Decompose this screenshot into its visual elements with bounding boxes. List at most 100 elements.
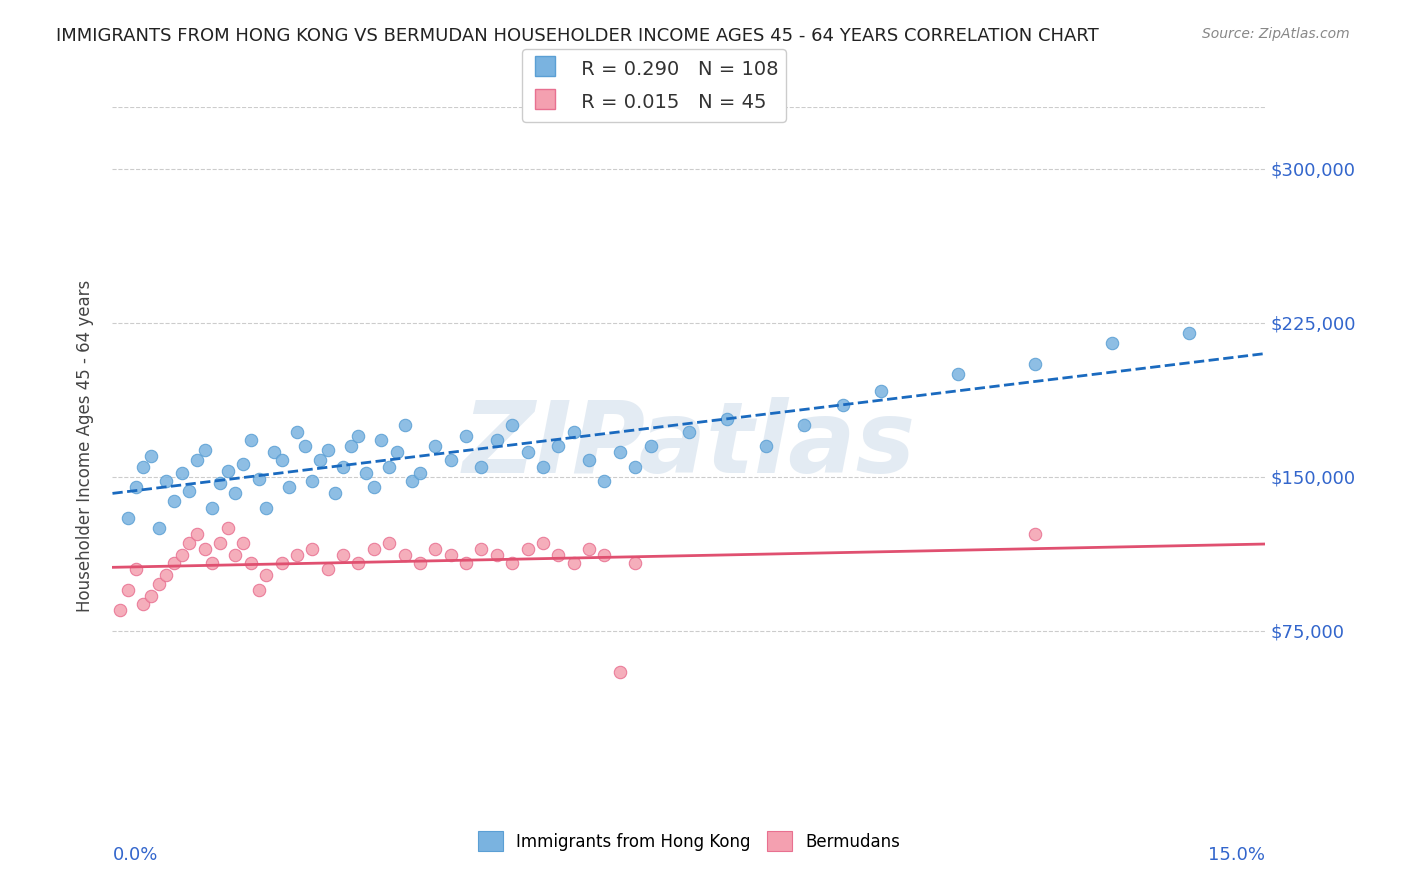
Point xyxy=(578,453,600,467)
Point xyxy=(547,548,569,562)
Point xyxy=(316,443,339,458)
Point xyxy=(562,425,585,439)
Point xyxy=(309,453,332,467)
Point xyxy=(108,603,131,617)
Point xyxy=(394,418,416,433)
Point xyxy=(217,464,239,478)
Point xyxy=(516,541,538,556)
Text: Source: ZipAtlas.com: Source: ZipAtlas.com xyxy=(1202,27,1350,41)
Point xyxy=(425,541,447,556)
Point xyxy=(454,556,477,570)
Point xyxy=(217,521,239,535)
Point xyxy=(578,541,600,556)
Point xyxy=(316,562,339,576)
Point xyxy=(401,474,423,488)
Point xyxy=(117,582,139,597)
Point xyxy=(224,486,246,500)
Point xyxy=(385,445,408,459)
Point xyxy=(609,445,631,459)
Point xyxy=(363,541,385,556)
Point xyxy=(270,453,292,467)
Legend: Immigrants from Hong Kong, Bermudans: Immigrants from Hong Kong, Bermudans xyxy=(471,824,907,858)
Point xyxy=(440,453,463,467)
Point xyxy=(640,439,662,453)
Point xyxy=(485,548,508,562)
Point xyxy=(201,556,224,570)
Point xyxy=(593,548,616,562)
Point xyxy=(194,541,217,556)
Point xyxy=(239,433,262,447)
Point xyxy=(124,480,146,494)
Point xyxy=(831,398,853,412)
Point xyxy=(139,450,162,464)
Point xyxy=(440,548,463,562)
Point xyxy=(139,589,162,603)
Point xyxy=(239,556,262,570)
Point xyxy=(793,418,815,433)
Point xyxy=(301,541,323,556)
Point xyxy=(516,445,538,459)
Point xyxy=(209,535,232,549)
Point xyxy=(163,494,186,508)
Point xyxy=(247,472,270,486)
Point xyxy=(531,459,554,474)
Point xyxy=(148,521,170,535)
Point xyxy=(562,556,585,570)
Point xyxy=(194,443,217,458)
Point xyxy=(163,556,186,570)
Point xyxy=(470,541,492,556)
Point xyxy=(254,500,277,515)
Point xyxy=(270,556,292,570)
Point xyxy=(678,425,700,439)
Point xyxy=(378,535,401,549)
Point xyxy=(285,548,308,562)
Point xyxy=(332,459,354,474)
Point xyxy=(254,568,277,582)
Point xyxy=(332,548,354,562)
Point xyxy=(1024,527,1046,541)
Point xyxy=(1024,357,1046,371)
Point xyxy=(946,367,969,381)
Point xyxy=(1177,326,1199,340)
Point xyxy=(501,556,523,570)
Point xyxy=(501,418,523,433)
Point xyxy=(186,527,208,541)
Point xyxy=(132,459,155,474)
Point xyxy=(278,480,301,494)
Point xyxy=(285,425,308,439)
Point xyxy=(325,486,347,500)
Point xyxy=(354,466,377,480)
Point xyxy=(547,439,569,453)
Point xyxy=(247,582,270,597)
Point xyxy=(378,459,401,474)
Point xyxy=(179,484,201,499)
Text: 15.0%: 15.0% xyxy=(1208,846,1265,864)
Point xyxy=(232,458,254,472)
Point xyxy=(170,548,193,562)
Point xyxy=(363,480,385,494)
Point xyxy=(454,428,477,442)
Point xyxy=(132,597,155,611)
Point xyxy=(347,428,370,442)
Y-axis label: Householder Income Ages 45 - 64 years: Householder Income Ages 45 - 64 years xyxy=(76,280,94,612)
Point xyxy=(117,511,139,525)
Point xyxy=(1101,336,1123,351)
Point xyxy=(224,548,246,562)
Point xyxy=(624,556,647,570)
Point xyxy=(609,665,631,679)
Point xyxy=(294,439,316,453)
Point xyxy=(624,459,647,474)
Point xyxy=(124,562,146,576)
Point xyxy=(209,475,232,490)
Point xyxy=(409,556,432,570)
Point xyxy=(155,474,177,488)
Text: 0.0%: 0.0% xyxy=(112,846,157,864)
Point xyxy=(179,535,201,549)
Point xyxy=(485,433,508,447)
Point xyxy=(201,500,224,515)
Point xyxy=(148,576,170,591)
Point xyxy=(186,453,208,467)
Point xyxy=(347,556,370,570)
Point xyxy=(409,466,432,480)
Point xyxy=(531,535,554,549)
